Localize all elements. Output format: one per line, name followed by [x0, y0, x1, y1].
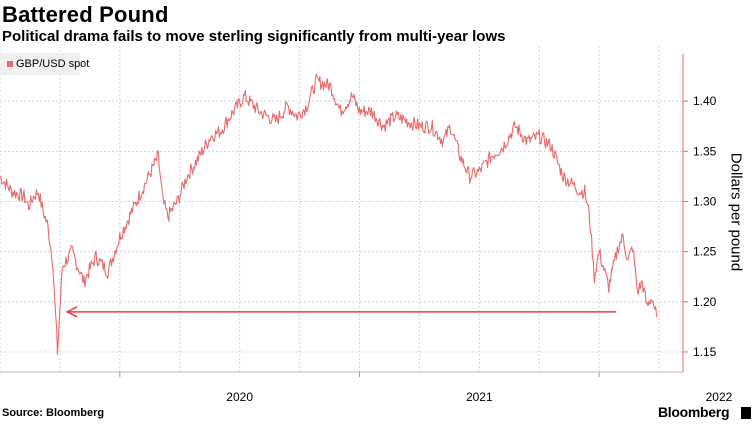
y-tick-label: 1.35: [693, 144, 717, 158]
y-tick-label: 1.15: [693, 345, 717, 359]
x-tick-label: 2022: [706, 390, 733, 404]
y-axis-title-text: Dollars per pound: [727, 152, 745, 272]
y-tick-label: 1.30: [693, 194, 717, 208]
legend-swatch: [7, 61, 13, 68]
source-note: Source: Bloomberg: [2, 407, 105, 419]
bloomberg-logo: Bloomberg: [658, 404, 730, 420]
bloomberg-terminal-icon: [741, 407, 751, 419]
chart-title: Battered Pound: [2, 2, 169, 27]
y-tick-label: 1.40: [693, 94, 717, 108]
annotation-group: [65, 306, 616, 318]
y-tick-label: 1.20: [693, 295, 717, 309]
axes-group: 1.15 1.20 1.25 1.30 1.35 1.40 2020 2021 2022: [0, 54, 733, 404]
y-axis-title: Dollars per pound: [725, 146, 747, 278]
chart-subtitle: Political drama fails to move sterling s…: [2, 28, 506, 45]
legend-label: GBP/USD spot: [16, 58, 90, 70]
series-line-gbp-usd: [0, 73, 658, 355]
x-tick-label: 2020: [226, 390, 253, 404]
series-group: [0, 73, 658, 355]
legend: GBP/USD spot: [0, 53, 89, 75]
annotation-arrow-head: [65, 306, 78, 318]
y-tick-label: 1.25: [693, 245, 717, 259]
grid-lines: [0, 46, 683, 372]
x-tick-label: 2021: [466, 390, 493, 404]
